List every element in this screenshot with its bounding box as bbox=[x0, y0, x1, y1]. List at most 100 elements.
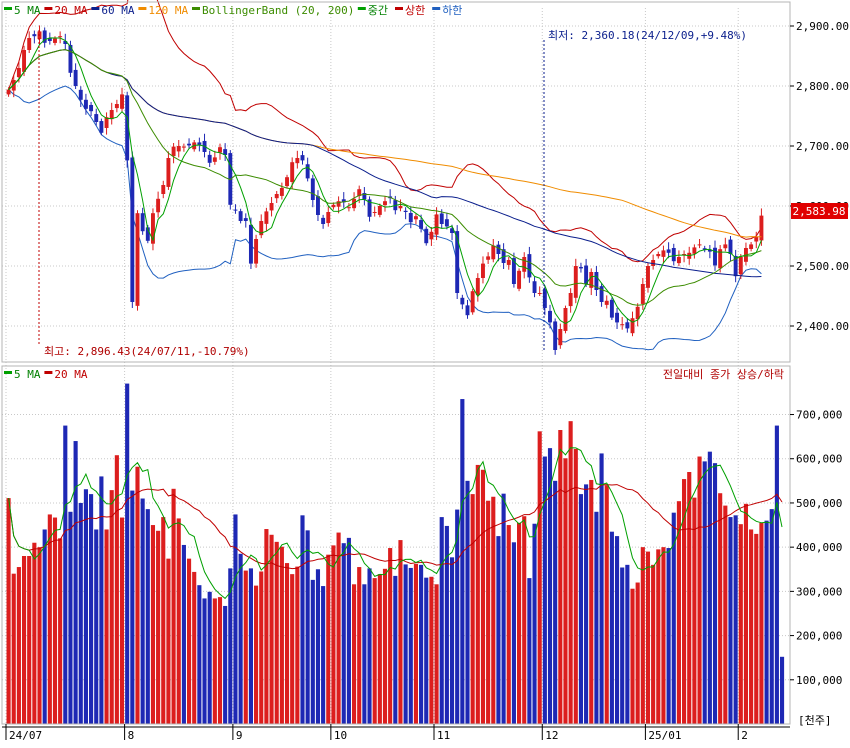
volume-bar bbox=[651, 564, 656, 724]
volume-bar bbox=[558, 430, 563, 724]
legend-swatch bbox=[4, 7, 12, 10]
candle-body bbox=[372, 212, 377, 213]
candle-body bbox=[285, 177, 289, 187]
candle-body bbox=[553, 321, 558, 350]
candle-body bbox=[176, 146, 181, 152]
volume-note: 전일대비 종가 상승/하락 bbox=[663, 367, 784, 381]
candle-body bbox=[264, 211, 269, 224]
candle-body bbox=[181, 146, 186, 148]
volume-bar bbox=[377, 574, 382, 724]
candle-body bbox=[367, 199, 372, 217]
x-tick-label: 2 bbox=[741, 729, 748, 742]
candle-body bbox=[713, 247, 717, 266]
candle-body bbox=[568, 293, 573, 307]
volume-bar bbox=[553, 480, 558, 724]
legend-label: 중간 bbox=[368, 4, 388, 17]
candle-body bbox=[692, 247, 697, 254]
volume-bar bbox=[269, 534, 274, 724]
volume-bar bbox=[537, 431, 542, 724]
candle-body bbox=[656, 254, 661, 257]
volume-bar bbox=[181, 544, 186, 724]
volume-bar bbox=[27, 556, 32, 724]
volume-bar bbox=[712, 463, 718, 724]
x-tick-label: 25/01 bbox=[648, 729, 681, 742]
candle-body bbox=[238, 211, 243, 221]
candle-body bbox=[140, 213, 145, 232]
volume-bar bbox=[682, 479, 687, 724]
legend-swatch bbox=[44, 371, 53, 374]
volume-bar bbox=[661, 547, 666, 724]
candle-body bbox=[584, 265, 589, 284]
candle-body bbox=[682, 254, 687, 256]
candle-body bbox=[150, 213, 155, 244]
volume-bar bbox=[212, 598, 217, 724]
volume-bar bbox=[424, 577, 429, 724]
volume-bar bbox=[547, 448, 553, 724]
volume-bar bbox=[625, 564, 630, 724]
candle-body bbox=[269, 203, 274, 211]
candle-body bbox=[274, 194, 279, 199]
candle-body bbox=[377, 206, 382, 215]
candle-body bbox=[754, 236, 759, 242]
volume-bar bbox=[676, 501, 681, 724]
volume-bar bbox=[290, 574, 295, 724]
volume-bar bbox=[671, 512, 676, 724]
volume-bar bbox=[94, 529, 99, 724]
candle-body bbox=[383, 201, 387, 206]
candle-body bbox=[166, 158, 171, 187]
volume-bar bbox=[140, 498, 145, 724]
candle-body bbox=[625, 322, 630, 329]
candle-body bbox=[58, 36, 63, 38]
volume-bar bbox=[52, 517, 58, 724]
candle-body bbox=[161, 185, 166, 194]
volume-bar bbox=[692, 497, 697, 724]
volume-bar bbox=[217, 597, 223, 724]
candle-body bbox=[429, 231, 434, 240]
volume-bar bbox=[408, 567, 413, 724]
volume-bar bbox=[455, 509, 460, 724]
legend-label: BollingerBand (20, 200) bbox=[202, 4, 354, 17]
candle-body bbox=[403, 210, 408, 212]
legend-label: 60 MA bbox=[101, 4, 134, 17]
volume-bar bbox=[573, 449, 578, 724]
candle-body bbox=[630, 318, 635, 334]
volume-bar bbox=[73, 441, 78, 724]
candle-body bbox=[594, 272, 599, 290]
candle-body bbox=[53, 38, 57, 43]
candle-body bbox=[27, 38, 32, 50]
candle-body bbox=[300, 155, 305, 161]
x-tick-label: 12 bbox=[545, 729, 558, 742]
volume-bar bbox=[687, 472, 692, 724]
legend-label: 상한 bbox=[405, 4, 425, 17]
volume-bar bbox=[166, 558, 171, 724]
volume-panel-frame bbox=[1, 365, 791, 725]
candle-body bbox=[228, 153, 233, 205]
candle-body bbox=[109, 110, 114, 120]
volume-ma20-line bbox=[8, 484, 783, 570]
volume-bar bbox=[480, 469, 486, 724]
candle-body bbox=[661, 250, 666, 257]
candle-body bbox=[145, 227, 150, 241]
candle-body bbox=[640, 284, 645, 304]
volume-bar bbox=[733, 515, 738, 724]
bollinger-bands bbox=[8, 0, 762, 351]
volume-bar bbox=[305, 530, 310, 724]
volume-bar bbox=[83, 489, 88, 724]
price-y-tick-label: 2,700.00 bbox=[796, 140, 849, 153]
volume-bar bbox=[68, 511, 73, 724]
candle-body bbox=[326, 212, 331, 224]
volume-bar bbox=[228, 568, 233, 724]
volume-bar bbox=[341, 543, 346, 724]
candle-body bbox=[444, 219, 449, 227]
volume-bar bbox=[310, 579, 315, 724]
candle-body bbox=[486, 256, 491, 260]
volume-bar bbox=[295, 566, 300, 724]
volume-bar bbox=[63, 425, 68, 724]
volume-bar bbox=[233, 514, 238, 724]
ma20-line bbox=[8, 49, 762, 306]
volume-bar bbox=[362, 584, 367, 724]
candle-body bbox=[171, 146, 176, 157]
candle-body bbox=[465, 305, 470, 316]
volume-bar bbox=[779, 656, 785, 724]
